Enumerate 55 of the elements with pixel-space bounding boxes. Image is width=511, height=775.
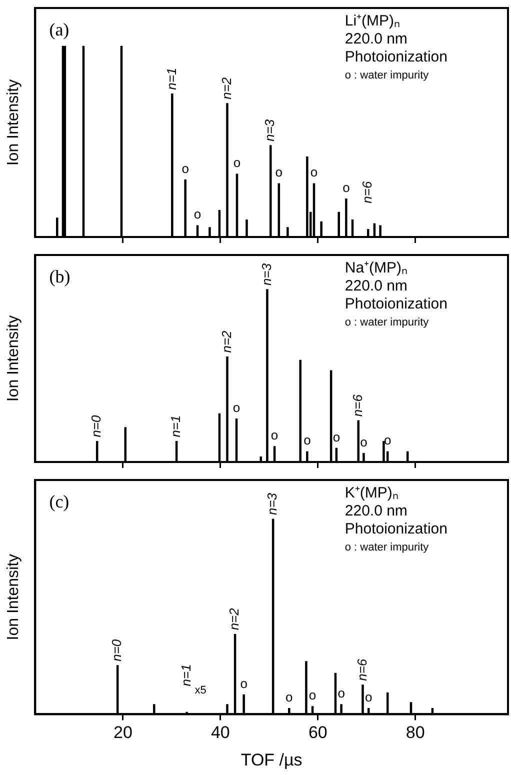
- annotation: Photoionization: [344, 48, 448, 66]
- annotation: o: [304, 432, 311, 448]
- x-tick-label: 40: [210, 723, 230, 742]
- annotation: n=6: [360, 180, 375, 204]
- annotation: 220.0 nm: [344, 30, 408, 48]
- annotation: o : water impurity: [344, 316, 430, 329]
- annotation: n=3: [262, 118, 278, 142]
- annotation: o: [232, 400, 240, 415]
- annotation: 220.0 nm: [344, 278, 408, 295]
- annotation: n=6: [354, 658, 370, 681]
- annotation: o : water impurity: [344, 70, 430, 82]
- annotation: n=2: [218, 76, 234, 100]
- x-tick-label: 20: [113, 723, 132, 742]
- annotation: o: [270, 428, 278, 443]
- annotation: o: [332, 429, 340, 444]
- annotation: o: [308, 687, 316, 702]
- annotation: o: [194, 206, 202, 222]
- annotation: n=2: [218, 330, 234, 353]
- annotation: n=2: [226, 607, 242, 630]
- text: (c): [49, 492, 70, 512]
- annotation: Photoionization: [344, 520, 448, 538]
- text: (a): [49, 20, 70, 40]
- annotation: o: [342, 180, 350, 195]
- annotation: x5: [194, 684, 206, 696]
- text: Li⁺(MP)ₙ: [344, 12, 400, 30]
- annotation: n=0: [109, 638, 124, 662]
- annotation: n=6: [350, 394, 365, 417]
- annotation: o: [286, 689, 293, 704]
- annotation: 220.0 nm: [344, 502, 408, 520]
- x-tick-label: 60: [308, 723, 328, 742]
- annotation: o: [364, 689, 372, 704]
- annotation: n=1: [164, 68, 179, 90]
- annotation: o: [240, 676, 248, 691]
- annotation: o: [275, 164, 283, 180]
- annotation: o: [233, 155, 241, 170]
- y-axis-title: Ion Intensity: [5, 79, 22, 166]
- annotation: o: [310, 164, 318, 180]
- annotation: n=0: [88, 414, 104, 438]
- x-axis-title: TOF /µs: [240, 750, 302, 770]
- annotation: o : water impurity: [344, 542, 430, 554]
- annotation: n=1: [168, 415, 184, 438]
- text: K⁺(MP)ₙ: [344, 484, 398, 502]
- annotation: Photoionization: [344, 296, 448, 313]
- text: (b): [49, 266, 70, 287]
- text: Na⁺(MP)ₙ: [344, 260, 408, 277]
- annotation: o: [338, 686, 345, 701]
- y-axis-title: Ion Intensity: [5, 315, 22, 402]
- annotation: o: [360, 434, 368, 450]
- annotation: n=3: [264, 492, 280, 516]
- annotation: o: [384, 432, 392, 448]
- y-axis-title: Ion Intensity: [5, 554, 22, 640]
- annotation: o: [182, 160, 189, 176]
- annotation: n=1: [178, 664, 194, 686]
- x-tick-label: 80: [406, 723, 425, 742]
- annotation: n=3: [258, 262, 274, 286]
